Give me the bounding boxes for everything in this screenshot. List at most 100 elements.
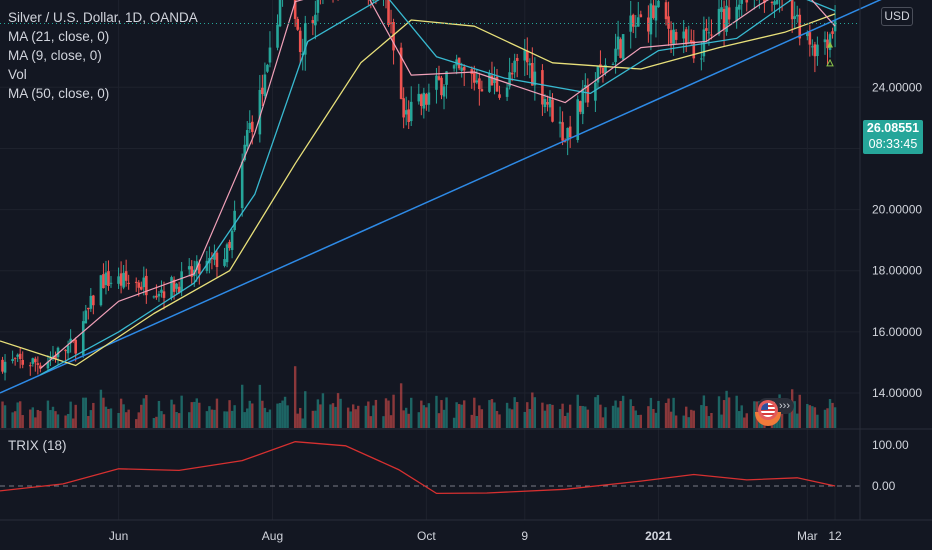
volume-bar [470,414,473,428]
candle-body [399,47,403,99]
candle-body [505,87,509,97]
volume-bar [286,405,289,428]
candle-body [558,121,562,124]
ma21-legend[interactable]: MA (21, close, 0) [8,29,110,44]
volume-bar [727,397,731,428]
candle-body [195,261,199,271]
volume-bar [725,390,728,428]
volume-bar [246,408,249,428]
ma9-legend[interactable]: MA (9, close, 0) [8,48,102,63]
volume-bar [490,399,494,428]
volume-bar [826,408,829,428]
volume-bar [508,408,511,428]
volume-bar [1,401,4,428]
volume-bar [248,400,251,428]
volume-bar [349,411,352,428]
volume-bar [528,408,531,428]
candle-body [198,263,201,274]
candle-body [107,271,110,286]
volume-bar [457,404,461,428]
volume-bar [66,413,70,428]
candle-body [664,2,668,20]
volume-bar [561,403,564,428]
volume-bar [205,411,209,428]
volume-bar [543,410,547,428]
volume-bar [722,400,726,428]
volume-bar [301,418,304,428]
volume-bar [463,400,466,428]
candle-body [404,110,408,115]
candle-body [541,70,544,105]
volume-bar [417,412,420,428]
candle-body [18,353,22,359]
volume-bar [523,411,526,428]
candle-body [39,365,42,369]
volume-bar [599,404,602,428]
candle-body [745,0,749,3]
volume-bar [581,406,584,428]
volume-bar [190,402,193,428]
volume-bar [293,366,297,428]
volume-bar [122,404,125,428]
candle-body [710,34,713,36]
x-tick-label: 9 [521,529,528,543]
candle-body [707,32,711,34]
volume-bar [180,395,183,428]
ma50-legend[interactable]: MA (50, close, 0) [8,86,110,101]
candle-body [647,17,650,32]
candle-body [682,31,685,39]
candle-body [657,0,660,8]
volume-bar [228,400,231,428]
volume-bar [533,397,537,428]
volume-bar [806,403,809,428]
candle-body [727,7,731,20]
candle-body [601,67,605,74]
volume-bar [157,400,161,428]
candle-body [700,58,703,60]
last-price-tag: 26.08551 08:33:45 [863,120,923,154]
candle-body [21,359,25,365]
symbol-title[interactable]: Silver / U.S. Dollar, 1D, OANDA [8,10,198,25]
candle-body [409,101,413,122]
volume-bar [831,402,834,428]
candle-body [619,39,622,58]
volume-bar [657,400,660,428]
candle-body [725,5,728,32]
volume-bar [84,397,87,428]
candle-body [604,64,607,74]
volume-bar [230,410,234,428]
candle-body [440,77,443,96]
volume-bar [296,413,299,428]
candle-body [614,48,617,63]
volume-bar [551,404,554,428]
volume-bar [64,415,67,428]
volume-bar [833,407,837,428]
volume-bar [735,395,738,428]
volume-bar [425,407,428,428]
candle-body [551,99,554,122]
volume-bar [11,412,14,428]
candle-body [124,271,128,281]
volume-bar [737,411,741,428]
volume-bar [611,405,615,428]
ma50-line [0,13,836,367]
vol-legend[interactable]: Vol [8,67,27,82]
candle-body [49,357,52,360]
candle-body [54,355,57,360]
candle-body [213,253,216,260]
trix-legend[interactable]: TRIX (18) [8,438,67,453]
candle-body [634,25,638,27]
volume-bar [669,411,673,428]
y-tick-label: 20.00000 [872,203,922,217]
ma9-line [40,0,836,369]
candle-body [298,30,302,53]
volume-bar [102,397,105,428]
volume-bar [389,415,393,428]
volume-bar [34,417,37,428]
currency-button[interactable]: USD [881,7,913,26]
volume-bar [513,397,516,428]
volume-bar [568,404,572,428]
volume-bar [478,405,481,428]
candle-body [435,75,438,90]
